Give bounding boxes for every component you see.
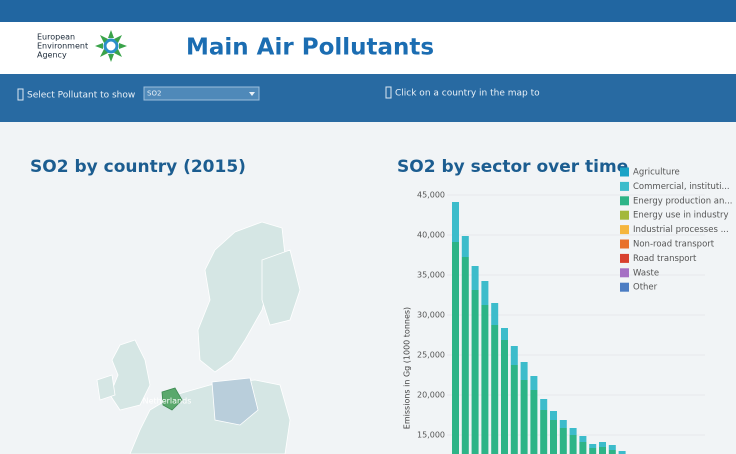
legend-label: Agriculture bbox=[633, 168, 680, 178]
plot bbox=[447, 194, 705, 454]
bar-segment bbox=[520, 380, 528, 454]
y-tick-label: 35,000 bbox=[417, 271, 445, 280]
icon bbox=[385, 86, 392, 99]
bar-segment bbox=[491, 303, 499, 325]
legend-swatch bbox=[620, 181, 629, 191]
bar-segment bbox=[550, 420, 557, 454]
logo-text: European bbox=[37, 33, 75, 42]
y-tick-label: 30,000 bbox=[417, 311, 445, 320]
legend: Agriculture Commercial, instituti... Energ… bbox=[620, 167, 733, 293]
bar-segment bbox=[452, 202, 459, 242]
bar-segment bbox=[501, 340, 508, 454]
legend-label: Non-road transport bbox=[633, 240, 715, 250]
bar-segment bbox=[599, 447, 606, 454]
bar-segment bbox=[452, 242, 459, 454]
y-tick-label: 45,000 bbox=[417, 191, 445, 200]
bar-segment bbox=[569, 428, 577, 435]
bar-segment bbox=[530, 390, 538, 454]
chart-title: SO2 by sector over time bbox=[397, 157, 628, 177]
legend-label: Road transport bbox=[633, 254, 697, 264]
y-tick-label: 25,000 bbox=[417, 351, 445, 360]
y-axis-label: Emissions in Gg (1000 tonnes) bbox=[403, 307, 412, 429]
dropdown-arrow[interactable] bbox=[249, 92, 255, 96]
bar-segment bbox=[471, 266, 479, 290]
bar-segment bbox=[559, 420, 567, 428]
bar-segment bbox=[599, 442, 606, 447]
legend-label: Commercial, instituti... bbox=[633, 182, 730, 192]
legend-label: Energy production an... bbox=[633, 196, 733, 206]
logo-text: Environment bbox=[37, 42, 88, 51]
bar-segment bbox=[530, 376, 538, 390]
top-bar bbox=[0, 0, 736, 22]
bar-segment bbox=[461, 257, 469, 454]
legend-swatch bbox=[620, 268, 629, 278]
map-hint: Click on a country in the map to bbox=[395, 89, 540, 99]
bar-segment bbox=[471, 290, 479, 454]
y-tick-label: 40,000 bbox=[417, 231, 445, 240]
legend-swatch bbox=[620, 210, 629, 220]
y-tick-label: 15,000 bbox=[417, 431, 445, 440]
bar-segment bbox=[540, 410, 548, 454]
control-label: Select Pollutant to show bbox=[27, 91, 135, 101]
bar-segment bbox=[559, 428, 567, 454]
logo-text: Agency bbox=[37, 51, 67, 60]
netherlands[interactable] bbox=[161, 387, 183, 411]
bar-segment bbox=[491, 325, 499, 454]
pollutant-dropdown[interactable] bbox=[143, 86, 260, 101]
bar-segment bbox=[481, 305, 489, 454]
bar-segment bbox=[461, 236, 469, 257]
poland[interactable] bbox=[211, 377, 259, 426]
bar-segment bbox=[579, 442, 587, 454]
bar-segment bbox=[569, 435, 577, 454]
bar-segment bbox=[510, 365, 518, 454]
bar-segment bbox=[540, 399, 548, 410]
legend-label: Other bbox=[633, 283, 658, 293]
legend-swatch bbox=[620, 225, 629, 235]
ireland[interactable] bbox=[96, 374, 116, 401]
icon bbox=[17, 88, 24, 101]
logo-icon bbox=[95, 30, 127, 62]
legend-swatch bbox=[620, 196, 629, 206]
bar-segment bbox=[589, 444, 597, 448]
panel-title: SO2 by country (2015) bbox=[30, 157, 246, 177]
bar-segment bbox=[618, 451, 626, 454]
legend-swatch bbox=[620, 282, 629, 292]
dropdown-value[interactable]: SO2 bbox=[147, 90, 161, 98]
bar-segment bbox=[510, 346, 518, 365]
y-tick-label: 20,000 bbox=[417, 391, 445, 400]
bar-segment bbox=[501, 328, 508, 340]
map[interactable] bbox=[96, 221, 301, 454]
uk[interactable] bbox=[109, 339, 151, 411]
bar-segment bbox=[579, 436, 587, 442]
bar-segment bbox=[608, 450, 616, 454]
bar-segment bbox=[481, 281, 489, 305]
bar-segment bbox=[550, 411, 557, 420]
legend-swatch bbox=[620, 239, 629, 249]
map-label: Netherlands bbox=[143, 397, 192, 406]
legend-swatch bbox=[620, 253, 629, 263]
header bbox=[0, 22, 736, 74]
legend-swatch bbox=[620, 167, 629, 177]
control-band bbox=[0, 74, 736, 122]
legend-label: Industrial processes ... bbox=[633, 225, 729, 235]
bar-segment bbox=[608, 445, 616, 450]
bar-segment bbox=[589, 448, 597, 454]
bar-segment bbox=[520, 362, 528, 380]
finland[interactable] bbox=[261, 249, 301, 326]
page-title: Main Air Pollutants bbox=[186, 35, 434, 61]
legend-label: Waste bbox=[633, 268, 659, 278]
legend-label: Energy use in industry bbox=[633, 211, 728, 221]
